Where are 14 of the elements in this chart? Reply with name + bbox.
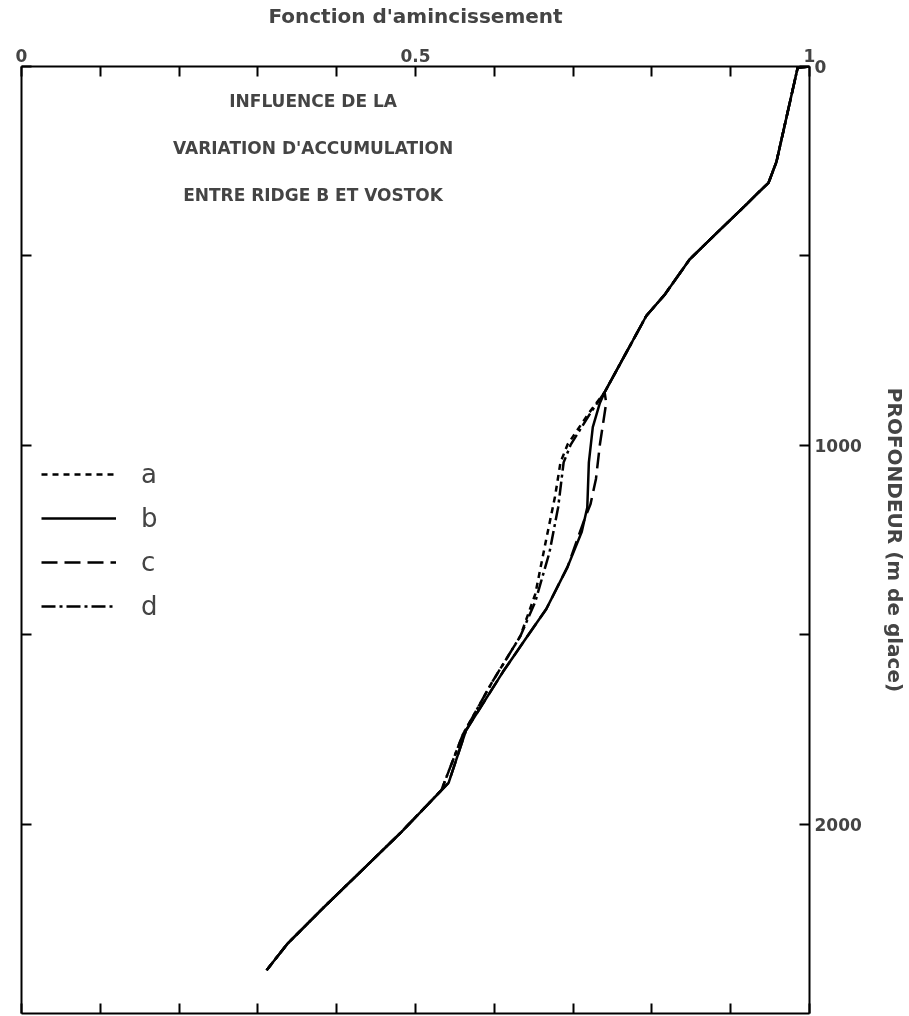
y-axis-title: PROFONDEUR (m de glace) [882, 387, 907, 693]
legend-label: d [141, 590, 159, 621]
annotation: ENTRE RIDGE B ET VOSTOK [183, 185, 444, 206]
annotation: INFLUENCE DE LA [229, 90, 398, 111]
annotation: VARIATION D'ACCUMULATION [172, 137, 454, 158]
x-axis-title: Fonction d'amincissement [268, 3, 564, 28]
legend-label: a [141, 458, 158, 489]
x-tick-label: 1 [803, 45, 816, 66]
x-tick-label: 0.5 [400, 45, 431, 66]
y-tick-label: 2000 [814, 814, 862, 835]
legend-label: b [141, 502, 159, 533]
x-tick-label: 0 [15, 45, 28, 66]
y-tick-label: 1000 [814, 435, 862, 456]
legend-label: c [141, 546, 157, 577]
